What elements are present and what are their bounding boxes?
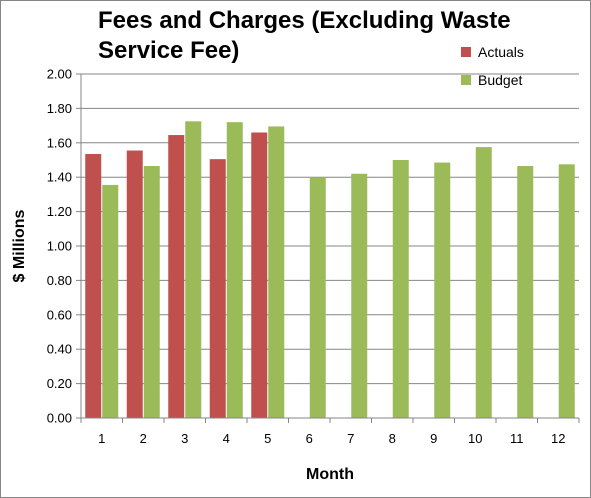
x-tick-label: 11 xyxy=(510,431,524,446)
budget-bar-month-7 xyxy=(351,173,368,418)
y-tick-label: 1.00 xyxy=(47,239,72,254)
y-axis-title: $ Millions xyxy=(11,209,28,282)
budget-bar-month-11 xyxy=(517,166,534,418)
budget-bar-month-9 xyxy=(434,162,451,418)
x-tick-label: 12 xyxy=(551,431,565,446)
x-tick-label: 4 xyxy=(223,431,230,446)
budget-legend-label: Budget xyxy=(478,72,522,88)
y-tick-label: 0.40 xyxy=(47,342,72,357)
x-tick-label: 8 xyxy=(389,431,396,446)
y-tick-label: 0.20 xyxy=(47,376,72,391)
actuals-bar-month-3 xyxy=(168,135,185,418)
x-tick-label: 2 xyxy=(140,431,147,446)
actuals-legend-label: Actuals xyxy=(478,44,524,60)
budget-bar-month-10 xyxy=(475,147,492,418)
x-tick-label: 5 xyxy=(264,431,271,446)
x-tick-label: 10 xyxy=(468,431,482,446)
budget-bar-month-2 xyxy=(143,166,160,418)
x-tick-label: 6 xyxy=(306,431,313,446)
budget-bar-month-3 xyxy=(185,121,202,419)
y-tick-label: 1.80 xyxy=(47,101,72,116)
actuals-legend-swatch xyxy=(461,47,471,57)
y-tick-label: 0.60 xyxy=(47,307,72,322)
x-tick-label: 3 xyxy=(181,431,188,446)
y-tick-label: 1.20 xyxy=(47,204,72,219)
gridlines xyxy=(81,73,579,385)
budget-bar-month-8 xyxy=(392,160,409,418)
y-tick-label: 0.80 xyxy=(47,273,72,288)
budget-bar-month-6 xyxy=(309,177,326,418)
chart-title: Fees and Charges (Excluding Waste Servic… xyxy=(98,7,511,64)
bars xyxy=(85,121,575,419)
y-tick-label: 0.00 xyxy=(47,411,72,426)
actuals-bar-month-1 xyxy=(85,153,102,419)
budget-bar-month-1 xyxy=(102,184,119,418)
x-tick-label: 1 xyxy=(98,431,105,446)
y-tick-labels: 0.00 0.20 0.40 0.60 0.80 1.00 1.20 1.40 1.60 1.80… xyxy=(47,67,72,426)
actuals-bar-month-5 xyxy=(251,132,268,419)
budget-legend-swatch xyxy=(461,75,471,85)
budget-bar-month-5 xyxy=(268,126,285,419)
x-tick-label: 9 xyxy=(430,431,437,446)
x-tick-label: 7 xyxy=(347,431,354,446)
x-axis-title: Month xyxy=(306,466,354,483)
y-tick-label: 1.60 xyxy=(47,135,72,150)
actuals-bar-month-2 xyxy=(126,150,143,419)
y-tick-label: 1.40 xyxy=(47,170,72,185)
budget-bar-month-12 xyxy=(558,164,575,418)
axes xyxy=(76,73,580,423)
y-tick-label: 2.00 xyxy=(47,67,72,82)
legend: Actuals Budget xyxy=(461,44,524,88)
actuals-bar-month-4 xyxy=(209,159,226,418)
budget-bar-month-4 xyxy=(226,122,243,418)
x-tick-labels: 1 2 3 4 5 6 7 8 9 10 11 12 xyxy=(98,431,565,446)
